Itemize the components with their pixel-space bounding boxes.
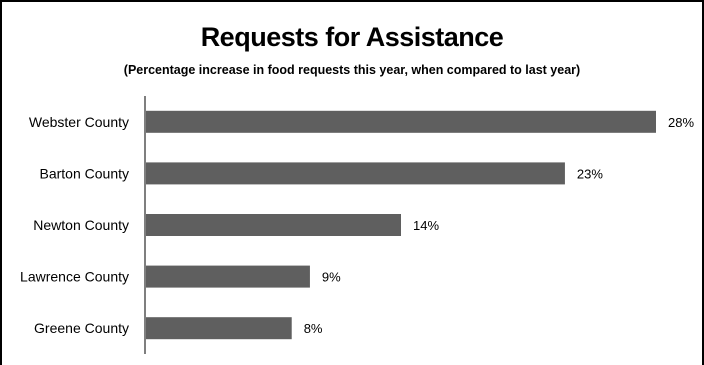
category-label: Barton County xyxy=(40,165,130,181)
chart-title: Requests for Assistance xyxy=(200,22,504,52)
category-label: Greene County xyxy=(34,320,129,336)
bar-webster-county xyxy=(146,110,656,133)
data-label: 23% xyxy=(577,166,603,181)
category-label: Webster County xyxy=(29,114,129,130)
data-label: 14% xyxy=(413,218,439,233)
category-label: Lawrence County xyxy=(20,269,129,285)
bar-greene-county xyxy=(146,317,292,340)
data-label: 28% xyxy=(668,115,694,130)
bar-barton-county xyxy=(146,162,565,185)
data-label: 9% xyxy=(322,270,341,285)
chart-subtitle: (Percentage increase in food requests th… xyxy=(123,63,581,77)
bar-lawrence-county xyxy=(146,265,310,288)
category-label: Newton County xyxy=(33,217,129,233)
bar-newton-county xyxy=(146,214,401,236)
data-label: 8% xyxy=(304,321,323,336)
